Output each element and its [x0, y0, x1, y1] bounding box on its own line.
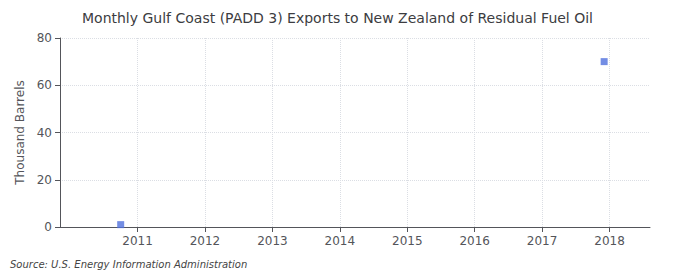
- svg-text:2017: 2017: [527, 234, 558, 248]
- svg-text:Thousand Barrels: Thousand Barrels: [13, 80, 27, 185]
- svg-text:40: 40: [37, 126, 52, 140]
- svg-text:60: 60: [37, 78, 52, 92]
- svg-text:2014: 2014: [325, 234, 356, 248]
- svg-text:0: 0: [44, 220, 52, 234]
- svg-text:80: 80: [37, 31, 52, 45]
- svg-text:2015: 2015: [392, 234, 423, 248]
- svg-text:20: 20: [37, 173, 52, 187]
- svg-text:Source: U.S. Energy Informatio: Source: U.S. Energy Information Administ…: [10, 259, 247, 270]
- svg-text:2018: 2018: [594, 234, 625, 248]
- svg-text:2016: 2016: [459, 234, 490, 248]
- svg-text:2013: 2013: [257, 234, 288, 248]
- svg-text:2011: 2011: [122, 234, 153, 248]
- svg-text:Monthly Gulf Coast (PADD 3) Ex: Monthly Gulf Coast (PADD 3) Exports to N…: [82, 10, 593, 26]
- svg-text:2012: 2012: [190, 234, 221, 248]
